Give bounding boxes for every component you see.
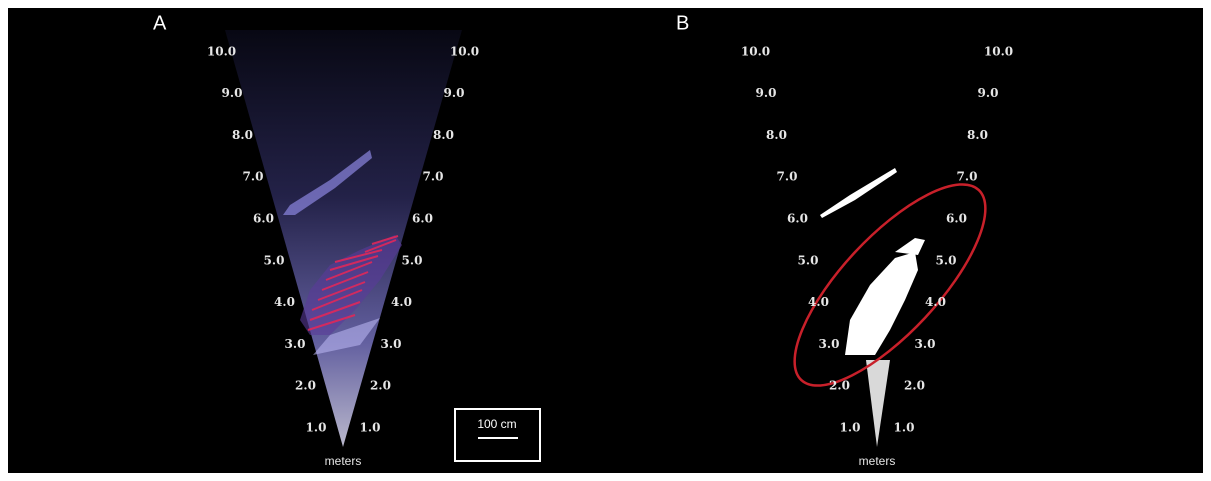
range-label: 2.0 <box>829 379 850 393</box>
range-label: 4.0 <box>808 295 829 309</box>
scale-label: 100 cm <box>477 417 516 431</box>
range-label: 6.0 <box>412 212 433 226</box>
range-label: 6.0 <box>946 212 967 226</box>
range-label: 9.0 <box>978 86 999 100</box>
range-label: 7.0 <box>243 170 264 184</box>
range-label: 10.0 <box>450 44 479 58</box>
range-label: 5.0 <box>264 253 285 267</box>
range-label: 6.0 <box>253 212 274 226</box>
range-label: 9.0 <box>222 86 243 100</box>
range-label: 7.0 <box>777 170 798 184</box>
range-label: 4.0 <box>925 295 946 309</box>
range-label: 2.0 <box>295 379 316 393</box>
range-label: 8.0 <box>232 128 253 142</box>
unit-label: meters <box>859 454 896 468</box>
range-label: 10.0 <box>207 44 236 58</box>
range-label: 1.0 <box>840 421 861 435</box>
background <box>8 8 1203 473</box>
range-label: 5.0 <box>798 253 819 267</box>
panel-label: A <box>153 12 167 34</box>
range-label: 1.0 <box>360 421 381 435</box>
range-label: 4.0 <box>274 295 295 309</box>
range-label: 8.0 <box>433 128 454 142</box>
range-label: 10.0 <box>984 44 1013 58</box>
range-label: 5.0 <box>402 253 423 267</box>
range-label: 3.0 <box>381 337 402 351</box>
range-label: 8.0 <box>967 128 988 142</box>
range-label: 3.0 <box>915 337 936 351</box>
figure: 100 cm A 10.0 9.0 8.0 7.0 6.0 5.0 4.0 3.0 2.0 1.0 1… <box>0 0 1211 481</box>
range-label: 6.0 <box>787 212 808 226</box>
range-label: 9.0 <box>444 86 465 100</box>
unit-label: meters <box>325 454 362 468</box>
range-label: 2.0 <box>904 379 925 393</box>
range-label: 10.0 <box>741 44 770 58</box>
panel-label: B <box>676 12 689 34</box>
range-label: 3.0 <box>285 337 306 351</box>
range-label: 7.0 <box>957 170 978 184</box>
range-label: 9.0 <box>756 86 777 100</box>
range-label: 8.0 <box>766 128 787 142</box>
range-label: 2.0 <box>370 379 391 393</box>
range-label: 4.0 <box>391 295 412 309</box>
range-label: 3.0 <box>819 337 840 351</box>
range-label: 1.0 <box>306 421 327 435</box>
range-label: 5.0 <box>936 253 957 267</box>
range-label: 7.0 <box>423 170 444 184</box>
range-label: 1.0 <box>894 421 915 435</box>
